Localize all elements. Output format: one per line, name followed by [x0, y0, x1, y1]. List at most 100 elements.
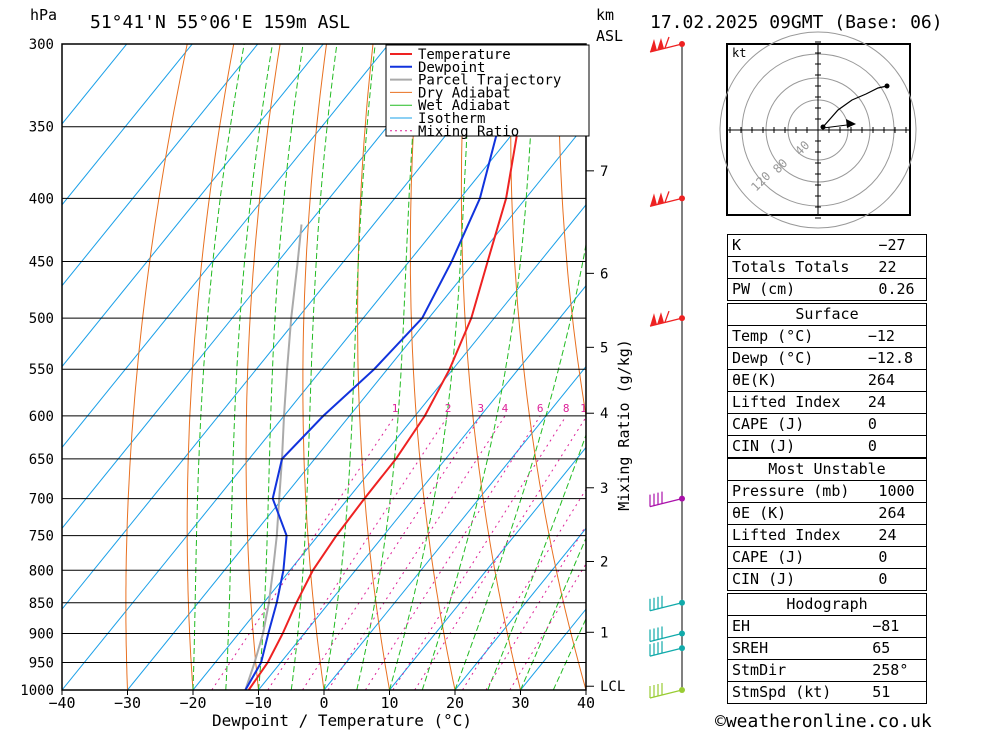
mixing-ratio-line	[485, 524, 586, 690]
dry-adiabat-line	[460, 44, 521, 690]
hodograph-trace	[822, 85, 888, 128]
legend-label: Dry Adiabat	[418, 85, 511, 101]
table-row: PW (cm) 0.26	[727, 278, 928, 301]
x-tick-label: −40	[48, 694, 75, 712]
index-value: 1000	[874, 480, 928, 503]
dry-adiabat-line	[409, 44, 456, 690]
wind-barb-shaft	[649, 689, 683, 699]
pressure-tick-label: 300	[29, 37, 54, 53]
hodograph-point	[820, 124, 826, 130]
table-row: K −27	[727, 234, 928, 257]
km-label: km	[596, 6, 614, 24]
table-row: Pressure (mb) 1000	[727, 480, 928, 503]
legend-label: Temperature	[418, 47, 511, 63]
copyright: ©weatheronline.co.uk	[715, 711, 932, 732]
table-row: Dewp (°C) −12.8	[726, 347, 927, 370]
x-tick-label: −10	[245, 694, 272, 712]
storm-motion-arrow	[846, 119, 856, 128]
pressure-unit: hPa	[30, 6, 57, 24]
legend-label: Dewpoint	[418, 60, 485, 76]
x-tick-label: 20	[446, 694, 464, 712]
x-tick-label: 40	[577, 694, 595, 712]
index-label: CAPE (J)	[726, 413, 864, 436]
table-row: θE(K) 264	[726, 369, 927, 392]
table-row: EH −81	[727, 615, 928, 638]
wind-barb-pennant	[657, 38, 664, 51]
wind-barb-feather	[664, 191, 670, 203]
dry-adiabat-line	[245, 44, 281, 690]
index-value: 258°	[868, 659, 928, 682]
index-label: SREH	[727, 637, 869, 660]
table-section-title: Hodograph	[727, 593, 927, 616]
isotherm-line	[62, 44, 193, 206]
wet-adiabat-line	[520, 536, 586, 690]
pressure-tick-label: 650	[29, 452, 54, 468]
index-label: EH	[727, 615, 869, 638]
isotherm-line	[0, 0, 75, 690]
hodograph-point	[884, 83, 890, 89]
mixing-ratio-line	[414, 416, 586, 690]
index-value: 0	[863, 435, 927, 458]
pressure-tick-label: 700	[29, 492, 54, 508]
table-row: CAPE (J) 0	[726, 413, 927, 436]
table-row: θE (K) 264	[727, 502, 928, 525]
x-tick-label: 30	[511, 694, 529, 712]
wet-adiabat-line	[258, 44, 304, 690]
x-tick-label: −20	[179, 694, 206, 712]
hodograph-ring	[719, 31, 917, 229]
index-label: StmSpd (kt)	[727, 681, 869, 704]
pressure-tick-label: 950	[29, 655, 54, 671]
dry-adiabat-line	[558, 44, 586, 419]
pressure-tick-label: 550	[29, 362, 54, 378]
index-label: CIN (J)	[726, 435, 864, 458]
index-label: Pressure (mb)	[727, 480, 875, 503]
mixing-ratio-label: 4	[502, 402, 509, 415]
wet-adiabat-line	[192, 44, 245, 690]
km-tick-label: 7	[600, 164, 608, 180]
mixing-ratio-label: 3	[478, 402, 485, 415]
index-label: PW (cm)	[727, 278, 875, 301]
index-label: CIN (J)	[727, 568, 875, 591]
location-title: 51°41'N 55°06'E 159m ASL	[90, 12, 350, 33]
mixing-ratio-label: 1	[392, 402, 399, 415]
x-tick-label: −30	[114, 694, 141, 712]
index-value: −27	[874, 234, 928, 257]
hodograph-table: Hodograph EH −81 SREH 65 StmDir 258° StmSpd (kt…	[727, 593, 928, 704]
mixing-ratio-label: 10	[580, 402, 593, 415]
wind-barb-shaft	[649, 647, 683, 657]
table-row: StmDir 258°	[727, 659, 928, 682]
index-value: 264	[863, 369, 927, 392]
table-row: CAPE (J) 0	[727, 546, 928, 569]
index-value: 51	[868, 681, 928, 704]
index-value: −12.8	[863, 347, 927, 370]
table-section-title: Surface	[727, 303, 927, 326]
wind-barb-shaft	[649, 497, 683, 508]
wind-barb-pennant	[657, 312, 664, 325]
index-value: −12	[863, 325, 927, 348]
mixing-ratio-line	[327, 415, 506, 690]
hodograph-unit: kt	[732, 46, 746, 60]
km-tick-label: 4	[600, 406, 608, 422]
wind-barbs	[649, 36, 685, 699]
date-title: 17.02.2025 09GMT (Base: 06)	[650, 12, 943, 33]
mixing-ratio-line	[364, 415, 541, 690]
index-label: Lifted Index	[726, 391, 864, 414]
km-tick-label: LCL	[600, 679, 625, 695]
index-label: CAPE (J)	[727, 546, 875, 569]
mixing-ratio-label: 20	[647, 402, 660, 415]
surface-table: Surface Temp (°C) −12 Dewp (°C) −12.8 θE(K) 26…	[726, 303, 927, 458]
km-tick-label: 1	[600, 625, 608, 641]
index-value: 0	[874, 568, 928, 591]
index-value: 22	[874, 256, 928, 279]
pressure-tick-label: 900	[29, 626, 54, 642]
table-row: Totals Totals 22	[727, 256, 928, 279]
legend-label: Wet Adiabat	[418, 98, 511, 114]
isotherm-line	[62, 44, 259, 287]
index-value: 264	[874, 502, 928, 525]
km-tick-label: 6	[600, 266, 608, 282]
pressure-tick-label: 400	[29, 191, 54, 207]
wet-adiabat-line	[225, 44, 274, 690]
mixing-ratio-line	[392, 415, 567, 690]
index-label: Dewp (°C)	[726, 347, 864, 370]
